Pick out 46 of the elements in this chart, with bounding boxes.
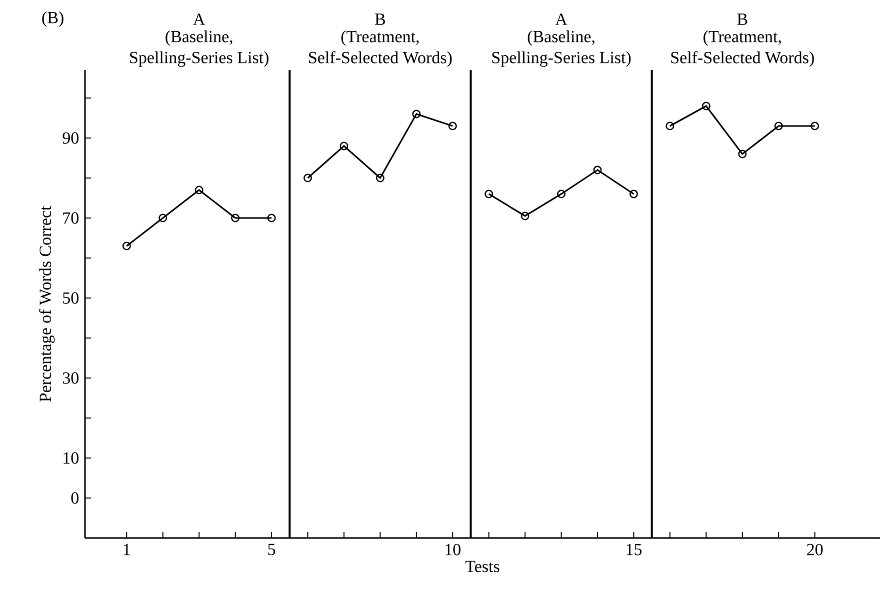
x-tick-label: 5 bbox=[268, 544, 276, 556]
y-axis-title: Percentage of Words Correct bbox=[38, 206, 55, 402]
x-axis-title: Tests bbox=[465, 560, 500, 572]
y-tick-label: 10 bbox=[64, 452, 78, 464]
point bbox=[158, 214, 168, 222]
y-tick-label: 30 bbox=[62, 372, 78, 384]
point bbox=[448, 122, 457, 130]
point bbox=[593, 166, 602, 174]
x-tick-label: 20 bbox=[807, 544, 823, 556]
text: (Treatment, bbox=[341, 30, 419, 46]
point bbox=[194, 186, 204, 194]
text: Self-Selected Words) bbox=[309, 51, 452, 67]
x-tick-label: 10 bbox=[446, 544, 460, 556]
text: (Treatment, bbox=[704, 30, 781, 46]
point bbox=[557, 190, 566, 198]
text: A bbox=[193, 14, 206, 25]
point bbox=[231, 214, 240, 222]
text: (B) bbox=[42, 11, 64, 27]
point bbox=[412, 110, 421, 118]
point bbox=[666, 122, 674, 130]
text: B bbox=[375, 14, 386, 25]
point bbox=[774, 122, 783, 130]
point bbox=[376, 174, 384, 182]
text: Spelling-Series List) bbox=[492, 51, 631, 67]
point bbox=[702, 102, 710, 110]
point bbox=[810, 122, 820, 130]
point bbox=[267, 214, 276, 222]
x-tick-label: 15 bbox=[626, 544, 642, 556]
point bbox=[629, 190, 638, 198]
text: (Baseline, bbox=[166, 30, 232, 46]
text: A bbox=[555, 14, 568, 25]
point bbox=[340, 142, 348, 150]
point bbox=[520, 212, 530, 220]
text: B bbox=[737, 14, 748, 25]
point bbox=[738, 150, 747, 158]
text: (Baseline, bbox=[528, 30, 594, 46]
point bbox=[122, 242, 131, 250]
y-tick-label: 0 bbox=[71, 492, 78, 504]
y-tick-label: 70 bbox=[63, 212, 78, 224]
x-tick-label: 1 bbox=[124, 544, 130, 556]
text: Self-Selected Words) bbox=[671, 51, 814, 67]
text: Spelling-Series List) bbox=[130, 51, 268, 67]
y-tick-label: 90 bbox=[62, 132, 78, 144]
point bbox=[304, 174, 312, 182]
point bbox=[484, 190, 494, 198]
y-tick-label: 50 bbox=[63, 292, 78, 304]
